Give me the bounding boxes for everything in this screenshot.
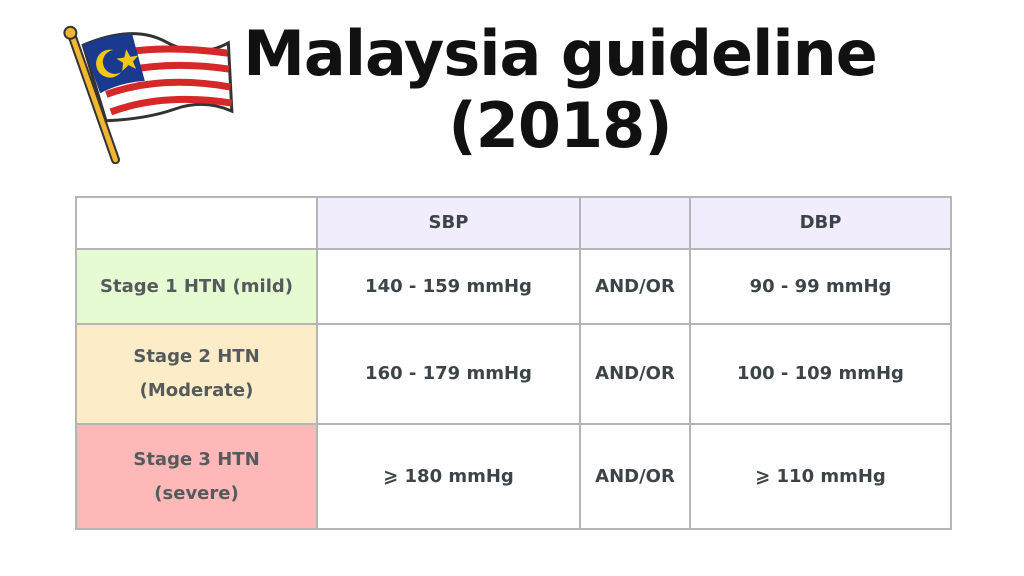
dbp-cell: ⩾ 110 mmHg <box>689 423 952 530</box>
header-cell: SBP <box>316 196 581 250</box>
title-line: (2018) <box>448 89 672 162</box>
sbp-cell: 160 - 179 mmHg <box>316 323 581 425</box>
stage-label: (severe) <box>154 482 239 504</box>
table-row: Stage 1 HTN (mild) 140 - 159 mmHg AND/OR 90… <box>75 248 952 325</box>
dbp-cell: 90 - 99 mmHg <box>689 248 952 325</box>
joiner-cell: AND/OR <box>579 248 691 325</box>
title-line: Malaysia guideline <box>243 17 878 90</box>
flag-icon <box>63 25 234 164</box>
title: Malaysia guideline (2018) <box>240 18 880 162</box>
stage-cell: Stage 2 HTN (Moderate) <box>75 323 318 425</box>
table-row: Stage 2 HTN (Moderate) 160 - 179 mmHg AND/O… <box>75 323 952 425</box>
stage-label: (Moderate) <box>139 380 254 401</box>
table-row: Stage 3 HTN (severe) ⩾ 180 mmHg AND/OR ⩾ 110… <box>75 423 952 530</box>
stage-cell: Stage 1 HTN (mild) <box>75 248 318 325</box>
joiner-cell: AND/OR <box>579 323 691 425</box>
stage-label: Stage 1 HTN (mild) <box>100 275 293 297</box>
sbp-cell: ⩾ 180 mmHg <box>316 423 581 530</box>
joiner-cell: AND/OR <box>579 423 691 530</box>
header-cell <box>579 196 691 250</box>
header-cell: DBP <box>689 196 952 250</box>
stage-label: Stage 2 HTN <box>133 346 260 367</box>
header-cell <box>75 196 318 250</box>
stage-cell: Stage 3 HTN (severe) <box>75 423 318 530</box>
dbp-cell: 100 - 109 mmHg <box>689 323 952 425</box>
header-row: SBP DBP <box>75 196 952 250</box>
guideline-table: SBP DBP Stage 1 HTN (mild) 140 - 159 mmHg… <box>75 196 952 530</box>
sbp-cell: 140 - 159 mmHg <box>316 248 581 325</box>
stage-label: Stage 3 HTN <box>133 448 260 470</box>
